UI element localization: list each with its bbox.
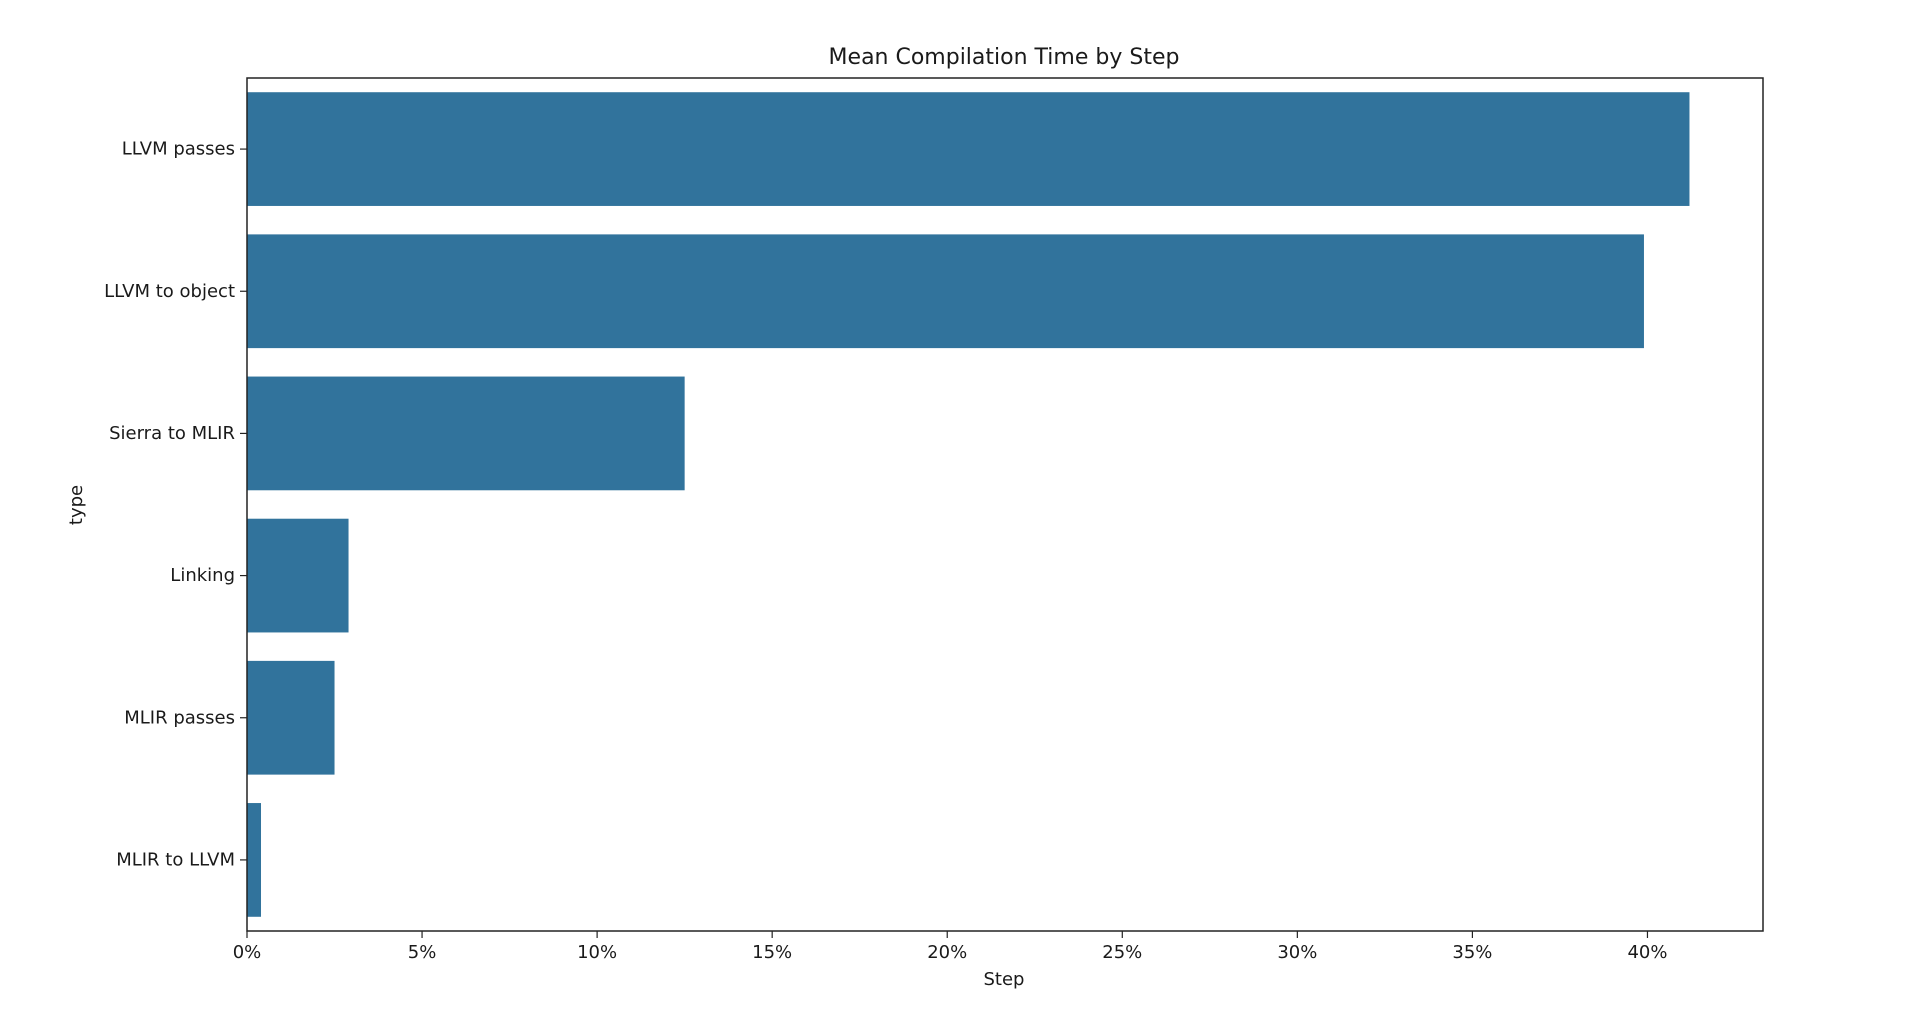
x-axis-ticks: 0% 5% 10% 15% 20% 25% 30% 35% 40% bbox=[233, 931, 1667, 963]
plot-frame bbox=[246, 77, 1764, 932]
x-tick-label: 20% bbox=[927, 942, 967, 963]
bar-mlir-passes bbox=[247, 660, 335, 775]
bar-linking bbox=[247, 518, 349, 633]
y-tick-label: Sierra to MLIR bbox=[109, 423, 235, 444]
y-tick-label: MLIR passes bbox=[124, 707, 235, 728]
x-tick-label: 5% bbox=[408, 942, 437, 963]
chart-title: Mean Compilation Time by Step bbox=[829, 45, 1180, 70]
x-tick-label: 25% bbox=[1102, 942, 1142, 963]
x-tick-label: 10% bbox=[577, 942, 617, 963]
x-tick-label: 35% bbox=[1452, 942, 1492, 963]
bars-layer bbox=[247, 92, 1690, 917]
y-tick-label: Linking bbox=[170, 565, 235, 586]
bar-llvm-to-object bbox=[247, 234, 1644, 349]
bar-sierra-to-mlir bbox=[247, 376, 685, 491]
x-tick-label: 0% bbox=[233, 942, 262, 963]
y-tick-label: LLVM to object bbox=[104, 281, 235, 302]
x-tick-label: 15% bbox=[752, 942, 792, 963]
y-axis-ticks: LLVM passes LLVM to object Sierra to MLIR L… bbox=[104, 139, 247, 870]
y-axis-label: type bbox=[66, 485, 87, 525]
bar-llvm-passes bbox=[247, 92, 1690, 206]
x-tick-label: 30% bbox=[1277, 942, 1317, 963]
bar-mlir-to-llvm bbox=[247, 803, 262, 917]
x-axis-label: Step bbox=[984, 969, 1025, 990]
x-tick-label: 40% bbox=[1627, 942, 1667, 963]
y-tick-label: MLIR to LLVM bbox=[116, 849, 235, 870]
y-tick-label: LLVM passes bbox=[122, 139, 235, 160]
